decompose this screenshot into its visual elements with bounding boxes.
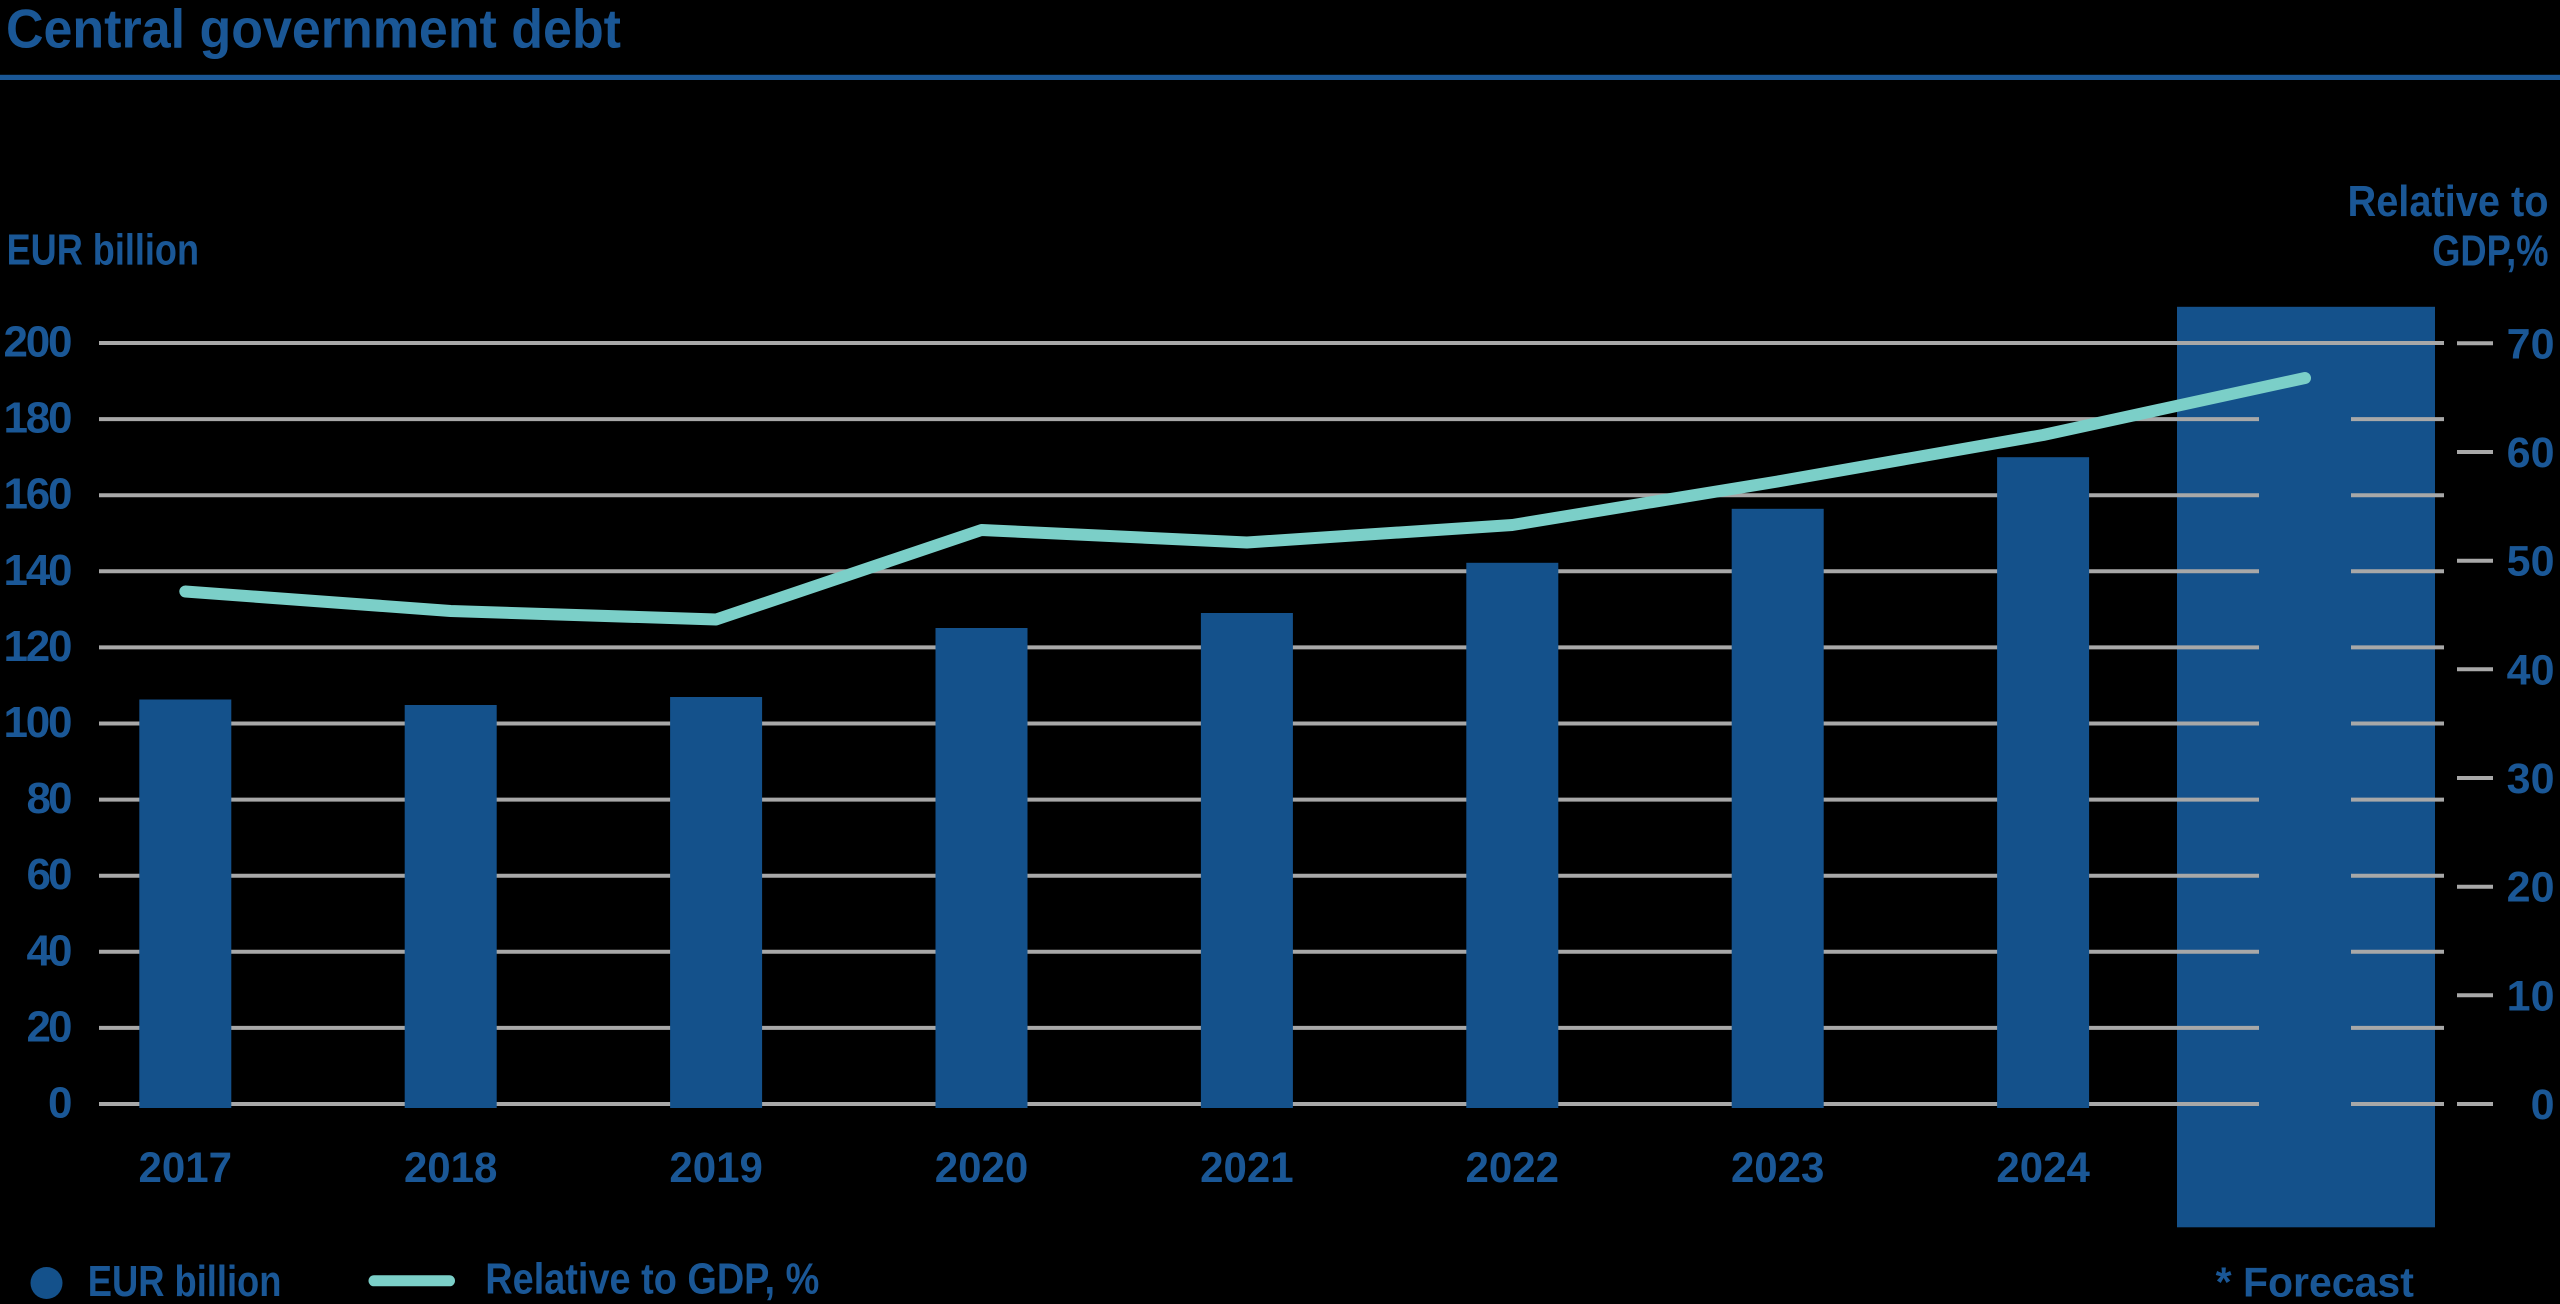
svg-text:0: 0 [48,1079,72,1128]
svg-text:50: 50 [2507,538,2555,586]
svg-text:120: 120 [4,622,73,671]
svg-text:2017: 2017 [139,1144,233,1192]
svg-text:EUR billion: EUR billion [88,1257,282,1304]
svg-text:2018: 2018 [404,1144,498,1192]
svg-text:GDP,%: GDP,% [2432,226,2548,275]
svg-text:80: 80 [27,774,73,823]
svg-text:0: 0 [2531,1081,2555,1129]
svg-text:70: 70 [2507,320,2555,368]
svg-text:Relative to GDP, %: Relative to GDP, % [485,1255,819,1304]
svg-text:2024: 2024 [1996,1144,2090,1192]
svg-text:EUR billion: EUR billion [7,226,199,275]
svg-text:2019: 2019 [669,1144,763,1192]
svg-text:40: 40 [2507,646,2555,694]
svg-text:* Forecast: * Forecast [2216,1258,2414,1304]
svg-text:2021: 2021 [1200,1144,1294,1192]
svg-text:2020: 2020 [935,1144,1029,1192]
svg-text:2023: 2023 [1731,1144,1825,1192]
svg-text:100: 100 [4,698,73,747]
svg-text:160: 160 [4,470,73,519]
svg-text:40: 40 [27,926,73,975]
svg-text:Relative to: Relative to [2348,177,2549,226]
svg-text:Central government debt: Central government debt [6,0,621,60]
svg-text:10: 10 [2507,972,2555,1020]
svg-text:60: 60 [2507,429,2555,477]
svg-text:30: 30 [2507,755,2555,803]
svg-text:60: 60 [27,850,73,899]
svg-text:20: 20 [27,1002,73,1051]
svg-text:2022: 2022 [1466,1144,1560,1192]
svg-text:20: 20 [2507,864,2555,912]
svg-text:200: 200 [4,318,73,367]
svg-text:140: 140 [4,546,73,595]
svg-text:180: 180 [4,394,73,443]
